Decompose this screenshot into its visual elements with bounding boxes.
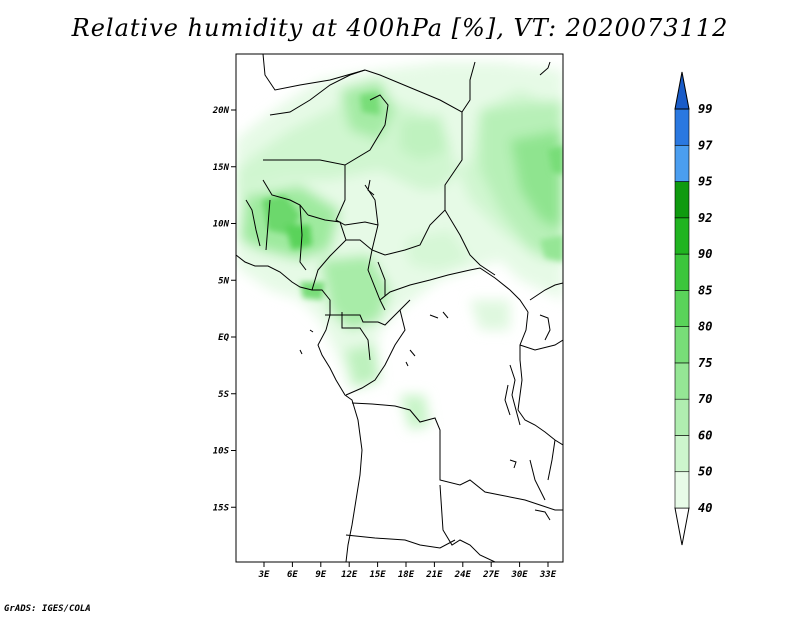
colorbar-segment [674, 144, 690, 182]
colorbar-segment [674, 217, 690, 255]
lat-tick-label: 10S [213, 447, 230, 457]
colorbar-segment [674, 181, 690, 219]
lat-tick-label: 5S [218, 390, 229, 400]
colorbar-label: 60 [698, 428, 712, 442]
colorbar-max-triangle [674, 71, 690, 110]
colorbar-segment [674, 290, 690, 327]
colorbar-label: 50 [698, 465, 712, 479]
colorbar-min-triangle [674, 507, 690, 546]
lat-tick-label: EQ [218, 333, 229, 343]
colorbar: 40 50 60 70 75 80 85 90 92 95 97 99 [674, 71, 713, 546]
colorbar-label: 90 [698, 247, 712, 261]
lon-tick-label: 27E [482, 570, 500, 580]
lon-tick-label: 6E [287, 570, 298, 580]
colorbar-segment [674, 253, 690, 291]
lon-tick-label: 24E [454, 570, 472, 580]
lon-tick-label: 30E [510, 570, 528, 580]
lon-tick-label: 33E [539, 570, 557, 580]
colorbar-segment [674, 435, 690, 473]
lon-tick-label: 12E [341, 570, 358, 580]
chart-title: Relative humidity at 400hPa [%], VT: 202… [71, 14, 729, 42]
colorbar-segment [674, 471, 690, 509]
lon-tick-label: 15E [369, 570, 386, 580]
map-frame [235, 53, 564, 563]
colorbar-label: 99 [698, 102, 712, 116]
colorbar-label: 75 [698, 356, 712, 370]
colorbar-label: 40 [698, 501, 712, 515]
latitude-axis: 20N 15N 10N 5N EQ 5S 10S 15S [212, 106, 236, 513]
colorbar-label: 70 [698, 392, 712, 406]
colorbar-segment [674, 108, 690, 146]
country-boundaries [236, 54, 563, 562]
grads-credit: GrADS: IGES/COLA [4, 604, 91, 614]
lon-tick-label: 18E [398, 570, 415, 580]
colorbar-label: 92 [698, 211, 712, 225]
colorbar-segment [674, 398, 690, 436]
lat-tick-label: 10N [213, 220, 230, 230]
colorbar-segment [674, 326, 690, 364]
lon-tick-label: 21E [425, 570, 443, 580]
humidity-shading [236, 62, 563, 430]
colorbar-label: 95 [698, 175, 712, 189]
lon-tick-label: 9E [315, 570, 326, 580]
lon-tick-label: 3E [258, 570, 270, 580]
colorbar-segment [674, 362, 690, 400]
lat-tick-label: 5N [218, 276, 229, 286]
colorbar-label: 97 [698, 138, 713, 152]
lat-tick-label: 15N [213, 163, 230, 173]
lat-tick-label: 20N [212, 106, 230, 116]
lat-tick-label: 15S [213, 503, 230, 513]
colorbar-label: 80 [698, 320, 712, 334]
longitude-axis: 3E 6E 9E 12E 15E 18E 21E 24E 27E 30E 33E [258, 562, 557, 580]
colorbar-label: 85 [698, 283, 712, 297]
